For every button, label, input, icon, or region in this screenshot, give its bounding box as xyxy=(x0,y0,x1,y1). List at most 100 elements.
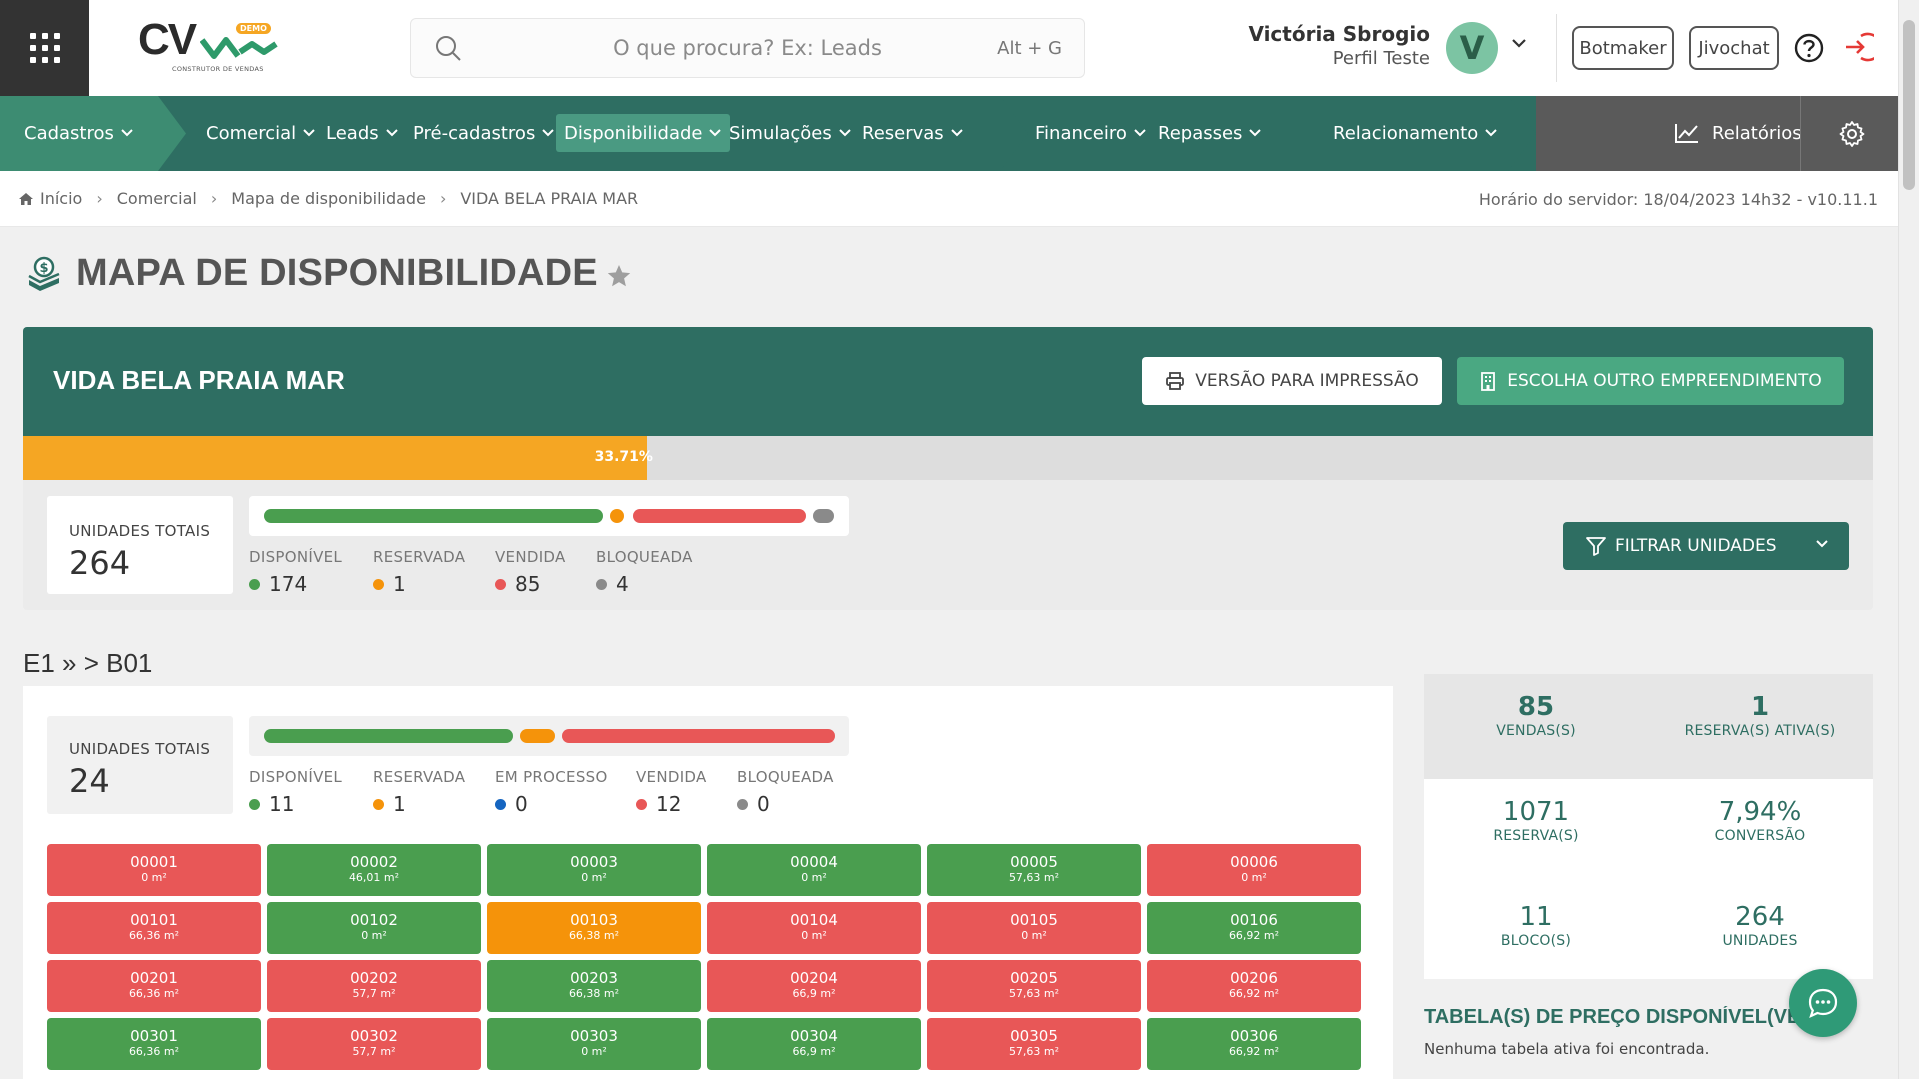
block-legend-available[interactable]: DISPONÍVEL 11 xyxy=(249,768,343,816)
block-legend-in-process[interactable]: EM PROCESSO 0 xyxy=(495,768,608,816)
unit-tile[interactable]: 00102 0 m² xyxy=(267,902,481,954)
favorite-star-icon[interactable] xyxy=(606,263,632,289)
nav-comercial[interactable]: Comercial xyxy=(198,114,324,152)
breadcrumb-home[interactable]: Início xyxy=(40,189,83,208)
project-header: VIDA BELA PRAIA MAR VERSÃO PARA IMPRESSÃ… xyxy=(23,327,1873,436)
bar-sold xyxy=(562,729,835,743)
unit-tile[interactable]: 00101 66,36 m² xyxy=(47,902,261,954)
chevron-right-icon: › xyxy=(439,189,447,208)
nav-divider xyxy=(1800,96,1801,171)
unit-area: 66,36 m² xyxy=(128,929,180,942)
nav-pre-cadastros[interactable]: Pré-cadastros xyxy=(405,114,563,152)
logout-icon[interactable] xyxy=(1840,30,1874,64)
unit-tile[interactable]: 00306 66,92 m² xyxy=(1147,1018,1361,1070)
unit-tile[interactable]: 00001 0 m² xyxy=(47,844,261,896)
server-time: Horário do servidor: 18/04/2023 14h32 - … xyxy=(1478,190,1878,209)
unit-tile[interactable]: 00301 66,36 m² xyxy=(47,1018,261,1070)
breadcrumb-current: VIDA BELA PRAIA MAR xyxy=(460,189,639,208)
nav-cadastros[interactable]: Cadastros xyxy=(16,114,142,152)
botmaker-button[interactable]: Botmaker xyxy=(1572,26,1674,70)
unit-code: 00003 xyxy=(570,853,618,871)
unit-tile[interactable]: 00201 66,36 m² xyxy=(47,960,261,1012)
unit-code: 00305 xyxy=(1010,1027,1058,1045)
unit-tile[interactable]: 00206 66,92 m² xyxy=(1147,960,1361,1012)
app-logo[interactable]: CV DEMO CONSTRUTOR DE VENDAS xyxy=(138,18,288,78)
nav-disponibilidade[interactable]: Disponibilidade xyxy=(556,114,731,152)
chat-button[interactable] xyxy=(1789,969,1857,1037)
user-info[interactable]: Victória Sbrogio Perfil Teste xyxy=(1230,22,1430,69)
unit-tile[interactable]: 00305 57,63 m² xyxy=(927,1018,1141,1070)
top-header: CV DEMO CONSTRUTOR DE VENDAS O que procu… xyxy=(0,0,1898,96)
units-grid: 00001 0 m² 00002 46,01 m² 00003 0 m² 00004 0 m²… xyxy=(47,844,1361,1070)
breadcrumb-comercial[interactable]: Comercial xyxy=(116,189,197,208)
unit-tile[interactable]: 00303 0 m² xyxy=(487,1018,701,1070)
bar-available xyxy=(264,729,513,743)
unit-tile[interactable]: 00002 46,01 m² xyxy=(267,844,481,896)
legend-reserved[interactable]: RESERVADA 1 xyxy=(373,548,466,596)
legend-available[interactable]: DISPONÍVEL 174 xyxy=(249,548,343,596)
main-navbar: Cadastros Comercial Leads Pré-cadastros … xyxy=(0,96,1898,171)
nav-relatorios[interactable]: Relatórios xyxy=(1666,114,1810,152)
unit-tile[interactable]: 00302 57,7 m² xyxy=(267,1018,481,1070)
unit-code: 00301 xyxy=(130,1027,178,1045)
unit-tile[interactable]: 00004 0 m² xyxy=(707,844,921,896)
logo-wave-icon xyxy=(200,37,278,59)
unit-tile[interactable]: 00304 66,9 m² xyxy=(707,1018,921,1070)
unit-code: 00302 xyxy=(350,1027,398,1045)
unit-tile[interactable]: 00006 0 m² xyxy=(1147,844,1361,896)
status-dot xyxy=(737,798,748,810)
unit-code: 00105 xyxy=(1010,911,1058,929)
nav-leads[interactable]: Leads xyxy=(318,114,407,152)
bar-reserved xyxy=(520,729,555,743)
help-icon[interactable] xyxy=(1793,32,1825,64)
building-icon xyxy=(1481,372,1496,391)
nav-simulacoes[interactable]: Simulações xyxy=(721,114,860,152)
block-legend-reserved[interactable]: RESERVADA 1 xyxy=(373,768,466,816)
svg-text:$: $ xyxy=(39,261,48,276)
global-search[interactable]: O que procura? Ex: Leads Alt + G xyxy=(410,18,1085,78)
nav-repasses[interactable]: Repasses xyxy=(1150,114,1270,152)
chevron-down-icon xyxy=(1249,129,1262,137)
unit-tile[interactable]: 00203 66,38 m² xyxy=(487,960,701,1012)
jivochat-button[interactable]: Jivochat xyxy=(1689,26,1779,70)
money-hand-icon: $ xyxy=(28,256,60,291)
unit-tile[interactable]: 00202 57,7 m² xyxy=(267,960,481,1012)
unit-tile[interactable]: 00105 0 m² xyxy=(927,902,1141,954)
block-card: UNIDADES TOTAIS 24 DISPONÍVEL 11 RESERVA… xyxy=(23,686,1393,1079)
unit-area: 0 m² xyxy=(581,1045,607,1058)
block-legend-blocked[interactable]: BLOQUEADA 0 xyxy=(737,768,834,816)
unit-tile[interactable]: 00106 66,92 m² xyxy=(1147,902,1361,954)
chevron-down-icon[interactable] xyxy=(1510,36,1528,50)
nav-relacionamento[interactable]: Relacionamento xyxy=(1325,114,1506,152)
status-dot xyxy=(373,578,384,590)
avatar[interactable]: V xyxy=(1446,22,1498,74)
unit-tile[interactable]: 00205 57,63 m² xyxy=(927,960,1141,1012)
block-legend-sold[interactable]: VENDIDA 12 xyxy=(636,768,707,816)
page-scrollbar[interactable] xyxy=(1898,0,1919,1079)
unit-area: 0 m² xyxy=(1021,929,1047,942)
unit-area: 66,36 m² xyxy=(128,1045,180,1058)
legend-blocked[interactable]: BLOQUEADA 4 xyxy=(596,548,693,596)
unit-tile[interactable]: 00104 0 m² xyxy=(707,902,921,954)
legend-sold[interactable]: VENDIDA 85 xyxy=(495,548,566,596)
nav-financeiro[interactable]: Financeiro xyxy=(1027,114,1155,152)
choose-project-button[interactable]: ESCOLHA OUTRO EMPREENDIMENTO xyxy=(1457,357,1844,405)
apps-grid-icon[interactable] xyxy=(0,0,89,96)
search-input[interactable]: O que procura? Ex: Leads xyxy=(613,36,882,60)
stats-top: 85 VENDAS(S) 1 RESERVA(S) ATIVA(S) xyxy=(1424,674,1873,779)
scrollbar-thumb[interactable] xyxy=(1903,20,1915,190)
print-version-button[interactable]: VERSÃO PARA IMPRESSÃO xyxy=(1142,357,1442,405)
filter-units-button[interactable]: FILTRAR UNIDADES xyxy=(1563,522,1849,570)
printer-icon xyxy=(1166,372,1185,390)
gear-icon[interactable] xyxy=(1838,120,1866,148)
unit-tile[interactable]: 00103 66,38 m² xyxy=(487,902,701,954)
unit-tile[interactable]: 00204 66,9 m² xyxy=(707,960,921,1012)
unit-area: 0 m² xyxy=(141,871,167,884)
breadcrumb-mapa[interactable]: Mapa de disponibilidade xyxy=(231,189,426,208)
chevron-down-icon xyxy=(709,129,722,137)
unit-tile[interactable]: 00003 0 m² xyxy=(487,844,701,896)
nav-reservas[interactable]: Reservas xyxy=(854,114,972,152)
breadcrumb: Início › Comercial › Mapa de disponibili… xyxy=(18,189,638,208)
unit-area: 0 m² xyxy=(361,929,387,942)
unit-tile[interactable]: 00005 57,63 m² xyxy=(927,844,1141,896)
